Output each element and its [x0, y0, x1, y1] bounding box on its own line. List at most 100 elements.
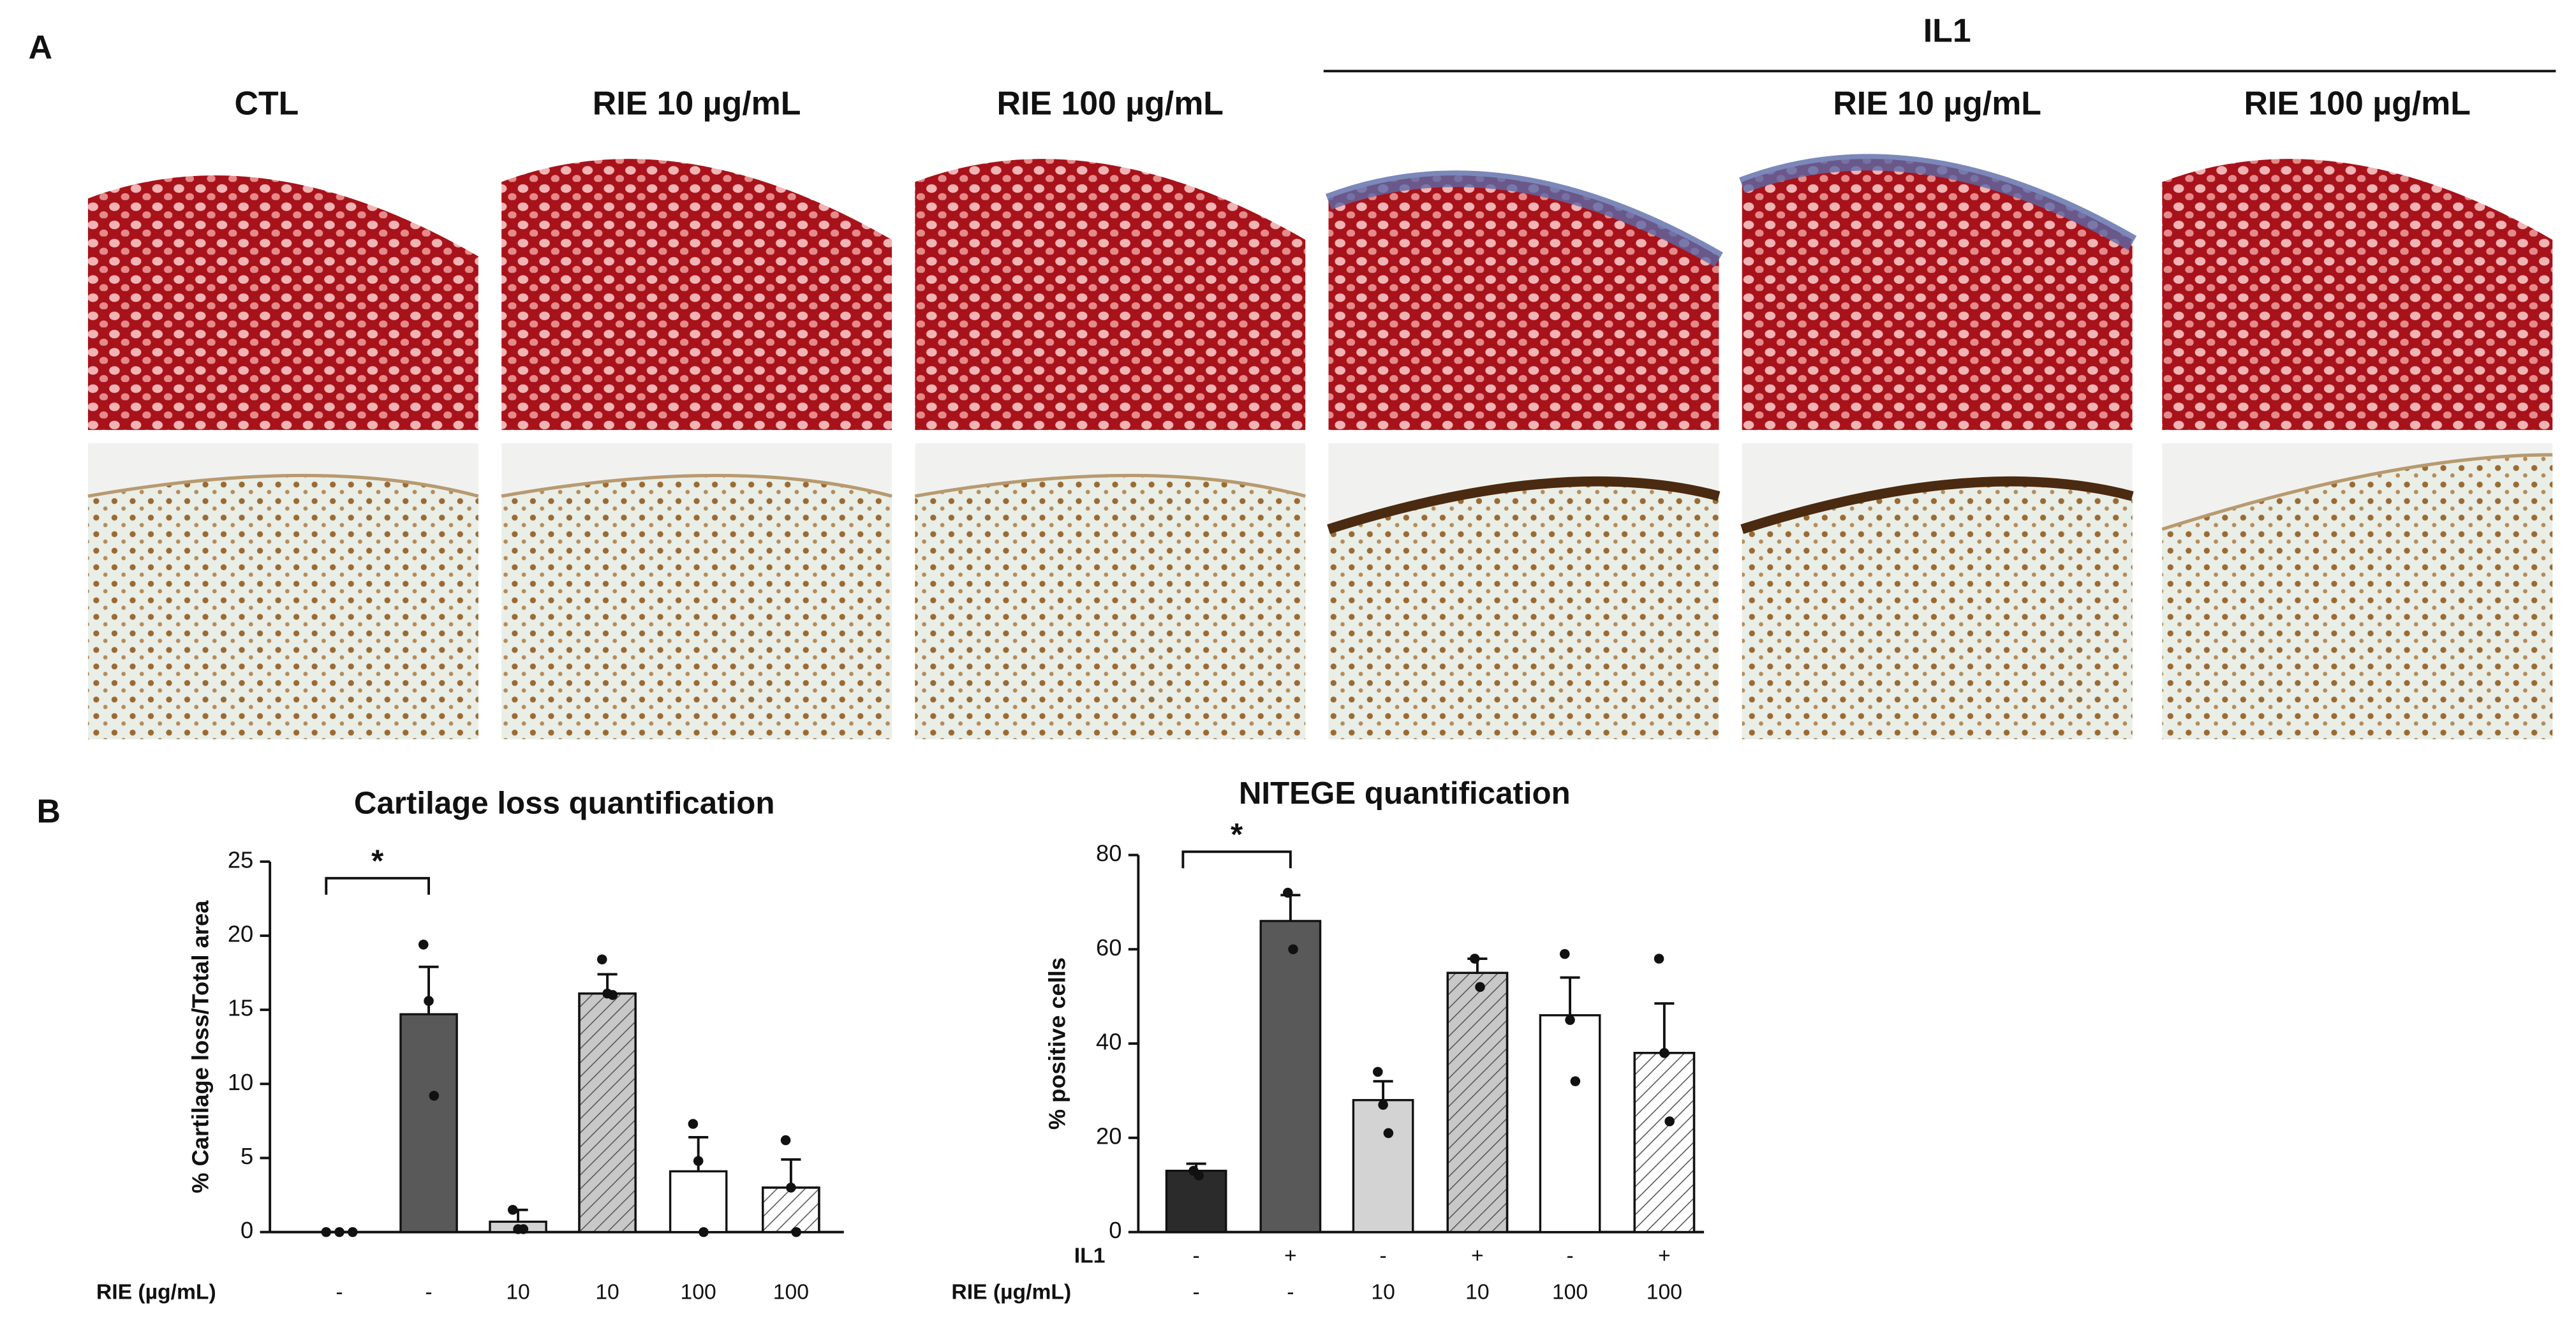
- data-point: [596, 954, 607, 964]
- panel-label: B: [37, 792, 61, 829]
- data-point: [607, 990, 618, 1000]
- bar-hatch: [762, 1186, 820, 1234]
- data-point: [1194, 1170, 1204, 1181]
- data-point: [429, 1091, 440, 1101]
- data-point: [1565, 1015, 1575, 1025]
- y-tick-label: 5: [241, 1143, 253, 1169]
- ihc-edge: [1740, 476, 2134, 535]
- data-point: [507, 1204, 518, 1215]
- row-label: RIE (µg/mL): [951, 1280, 1071, 1304]
- data-point: [1654, 954, 1664, 964]
- column-header: RIE 100 µg/mL: [2244, 85, 2471, 122]
- data-point: [424, 996, 434, 1006]
- ihc-edge: [1327, 476, 1721, 535]
- y-tick-label: 0: [241, 1217, 253, 1243]
- bar: [1259, 920, 1322, 1234]
- row-label: IL1: [1074, 1243, 1106, 1267]
- ihc-image: [1742, 481, 2133, 739]
- data-point: [321, 1227, 332, 1237]
- safranin-image: [915, 159, 1306, 431]
- data-point: [348, 1227, 358, 1237]
- y-tick-label: 80: [1096, 840, 1121, 866]
- bar: [1539, 1014, 1601, 1234]
- ihc-image: [2162, 455, 2553, 739]
- data-point: [1664, 1116, 1675, 1126]
- bar-hatch: [578, 992, 637, 1234]
- proteoglycan-loss: [1739, 154, 2137, 251]
- data-point: [334, 1227, 344, 1237]
- safranin-image: [87, 175, 478, 431]
- bar: [1165, 1169, 1227, 1234]
- column-header: CTL: [235, 85, 299, 122]
- x-tick-label: +: [1284, 1243, 1297, 1267]
- panel-label: A: [29, 28, 52, 65]
- y-axis-label: % Cartilage loss/Total area: [187, 900, 213, 1193]
- ihc-edge: [914, 473, 1306, 498]
- significance-bracket: [325, 876, 430, 895]
- bar: [669, 1170, 728, 1234]
- ihc-edge: [87, 473, 479, 498]
- ihc-image: [1328, 481, 1719, 739]
- bar: [399, 1013, 458, 1234]
- data-point: [1288, 944, 1298, 955]
- x-tick-label: -: [1192, 1280, 1199, 1304]
- safranin-image: [1742, 159, 2133, 431]
- x-tick-label: -: [336, 1280, 343, 1304]
- data-point: [786, 1183, 796, 1193]
- data-point: [1373, 1066, 1383, 1077]
- data-point: [699, 1227, 709, 1237]
- data-point: [1475, 982, 1485, 992]
- y-tick-label: 0: [1109, 1217, 1121, 1243]
- data-point: [1659, 1048, 1669, 1058]
- y-tick-label: 10: [228, 1069, 253, 1095]
- significance-label: *: [371, 843, 384, 878]
- bar-hatch: [1446, 971, 1509, 1234]
- column-header: RIE 10 µg/mL: [593, 85, 801, 122]
- ihc-image: [501, 475, 892, 739]
- x-tick-label: +: [1471, 1243, 1484, 1267]
- data-point: [1559, 948, 1570, 959]
- micrographs: [87, 154, 2553, 739]
- x-tick-label: 10: [506, 1280, 529, 1304]
- ihc-image: [87, 475, 478, 739]
- column-header: RIE 10 µg/mL: [1833, 85, 2041, 122]
- x-tick-label: 100: [773, 1280, 809, 1304]
- y-axis-label: % positive cells: [1044, 957, 1070, 1130]
- column-header: RIE 100 µg/mL: [997, 85, 1224, 122]
- x-tick-label: -: [1192, 1243, 1199, 1267]
- y-tick-label: 60: [1096, 934, 1121, 961]
- y-tick-label: 20: [228, 921, 253, 947]
- row-label: RIE (µg/mL): [96, 1280, 216, 1304]
- y-tick-label: 25: [228, 846, 253, 873]
- bar-hatch: [1633, 1052, 1696, 1234]
- x-tick-label: +: [1658, 1243, 1671, 1267]
- ihc-edge: [2161, 453, 2553, 531]
- data-point: [1378, 1100, 1388, 1110]
- x-tick-label: 100: [1647, 1280, 1682, 1304]
- chart-title: Cartilage loss quantification: [354, 786, 775, 821]
- data-point: [780, 1135, 791, 1146]
- data-point: [1469, 954, 1480, 964]
- data-point: [693, 1156, 704, 1166]
- data-point: [518, 1224, 529, 1234]
- data-point: [418, 940, 429, 950]
- significance-label: *: [1231, 817, 1243, 852]
- ihc-edge: [501, 473, 892, 498]
- safranin-image: [501, 159, 892, 431]
- x-tick-label: 10: [1465, 1280, 1489, 1304]
- x-tick-label: 10: [595, 1280, 619, 1304]
- data-point: [1383, 1128, 1394, 1139]
- x-tick-label: -: [1566, 1243, 1573, 1267]
- proteoglycan-loss: [1325, 170, 1723, 267]
- x-tick-label: 100: [1552, 1280, 1588, 1304]
- significance-bracket: [1181, 850, 1292, 869]
- bar: [1352, 1099, 1414, 1234]
- safranin-image: [2162, 159, 2553, 431]
- data-point: [791, 1227, 801, 1237]
- chart-title: NITEGE quantification: [1239, 776, 1571, 811]
- safranin-image: [1328, 175, 1719, 431]
- data-point: [1570, 1076, 1581, 1086]
- x-tick-label: -: [1287, 1280, 1294, 1304]
